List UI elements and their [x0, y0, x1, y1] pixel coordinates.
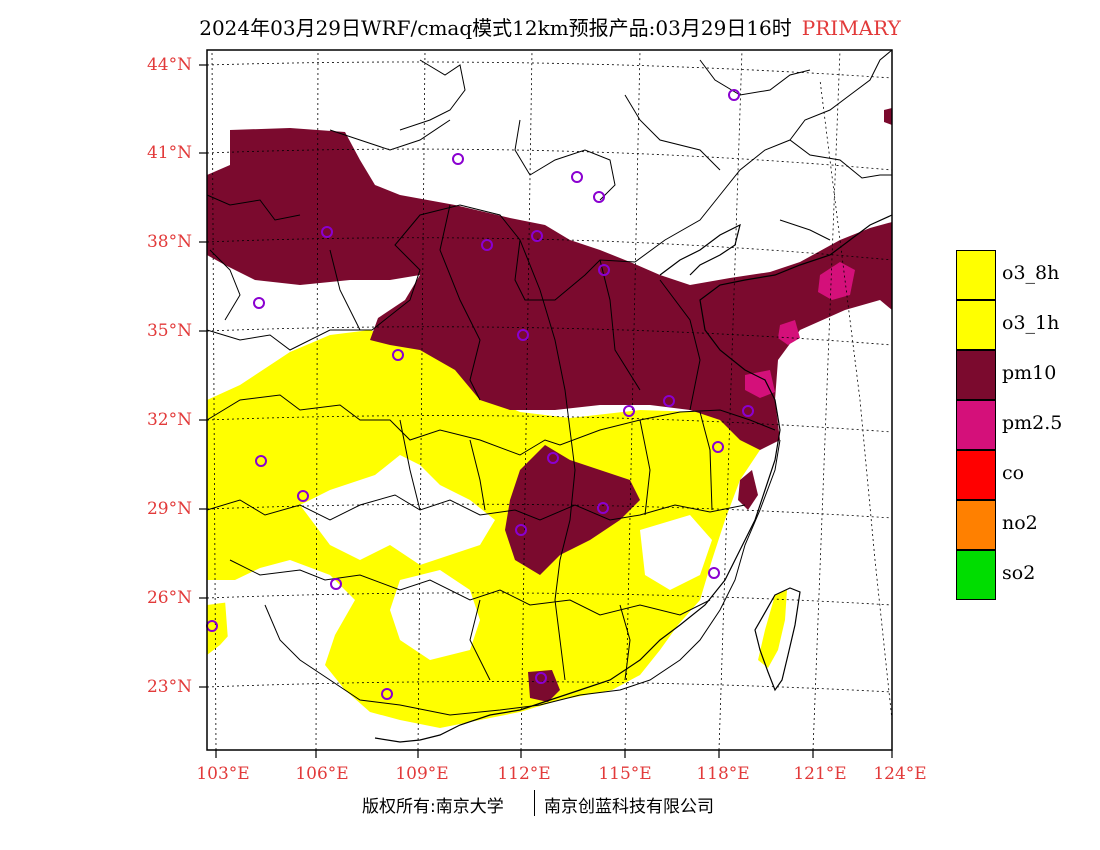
- legend-swatch: [956, 550, 996, 600]
- station-marker: [597, 502, 609, 514]
- lon-label-106e: 106°E: [295, 764, 349, 784]
- pm10-region-hunan: [505, 445, 640, 575]
- lon-label-118e: 118°E: [696, 764, 750, 784]
- pm10-region-north: [207, 128, 892, 450]
- title-primary-tag: PRIMARY: [801, 16, 901, 40]
- lat-label-32n: 32°N: [146, 410, 192, 430]
- station-marker: [623, 405, 635, 417]
- no-primary-area-yunnan: [225, 590, 310, 665]
- legend-swatch: [956, 500, 996, 550]
- station-marker: [571, 171, 583, 183]
- lon-label-115e: 115°E: [598, 764, 652, 784]
- taiwan-outline: [754, 587, 801, 692]
- lon-label-124e: 124°E: [873, 764, 927, 784]
- legend-swatch: [956, 400, 996, 450]
- station-marker: [742, 405, 754, 417]
- no-primary-area-fujian: [640, 515, 712, 590]
- lat-label-44n: 44°N: [146, 55, 192, 75]
- station-marker: [381, 688, 393, 700]
- pm25-region-shandong-south: [778, 320, 800, 345]
- lat-label-38n: 38°N: [146, 232, 192, 252]
- lon-label-112e: 112°E: [497, 764, 551, 784]
- copyright-owner: 版权所有:南京大学: [362, 797, 504, 817]
- o3-region-taiwan: [758, 590, 787, 668]
- station-marker: [708, 567, 720, 579]
- station-marker: [330, 578, 342, 590]
- station-markers: [206, 89, 754, 700]
- pm10-region-ne-corner: [884, 108, 892, 125]
- pm10-region-coast: [738, 470, 758, 510]
- title-main: 2024年03月29日WRF/cmaq模式12km预报产品:03月29日16时: [199, 16, 792, 40]
- station-marker: [663, 395, 675, 407]
- lon-label-121e: 121°E: [793, 764, 847, 784]
- pm25-region-shandong: [818, 262, 855, 300]
- station-marker: [535, 672, 547, 684]
- province-boundaries: [206, 49, 893, 716]
- station-marker: [593, 191, 605, 203]
- station-marker: [547, 452, 559, 464]
- no-primary-area-guangxi: [390, 570, 480, 660]
- no-primary-area-sichuan: [300, 455, 495, 565]
- lon-label-103e: 103°E: [196, 764, 250, 784]
- legend-swatch: [956, 450, 996, 500]
- legend-label: co: [1002, 462, 1025, 484]
- axis-ticks: [199, 64, 893, 758]
- pollutant-fields: [207, 108, 892, 728]
- lat-label-35n: 35°N: [146, 321, 192, 341]
- station-marker: [253, 297, 265, 309]
- map-title: 2024年03月29日WRF/cmaq模式12km预报产品:03月29日16时 P…: [0, 12, 1100, 41]
- lat-label-29n: 29°N: [146, 499, 192, 519]
- legend-label: pm10: [1002, 362, 1057, 384]
- legend-label: o3_8h: [1002, 262, 1060, 284]
- station-marker: [321, 226, 333, 238]
- station-marker: [515, 524, 527, 536]
- station-marker: [728, 89, 740, 101]
- lat-label-41n: 41°N: [146, 143, 192, 163]
- copyright-company: 南京创蓝科技有限公司: [544, 797, 714, 817]
- station-marker: [392, 349, 404, 361]
- legend-label: no2: [1002, 512, 1038, 534]
- station-marker: [297, 490, 309, 502]
- footer-divider: [534, 790, 535, 816]
- legend-label: o3_1h: [1002, 312, 1060, 334]
- coastline: [374, 214, 893, 743]
- legend-label: so2: [1002, 562, 1036, 584]
- graticule: [206, 49, 893, 751]
- lat-label-23n: 23°N: [146, 677, 192, 697]
- station-marker: [452, 153, 464, 165]
- station-marker: [531, 230, 543, 242]
- legend-swatch: [956, 250, 996, 300]
- legend-swatch: [956, 350, 996, 400]
- station-marker: [481, 239, 493, 251]
- map-frame: [206, 49, 893, 751]
- lat-label-26n: 26°N: [146, 588, 192, 608]
- station-marker: [255, 455, 267, 467]
- legend-swatch: [956, 300, 996, 350]
- station-marker: [517, 329, 529, 341]
- legend-label: pm2.5: [1002, 412, 1063, 434]
- station-marker: [712, 441, 724, 453]
- pm25-region-jiangsu: [745, 370, 775, 398]
- lon-label-109e: 109°E: [395, 764, 449, 784]
- station-marker: [598, 264, 610, 276]
